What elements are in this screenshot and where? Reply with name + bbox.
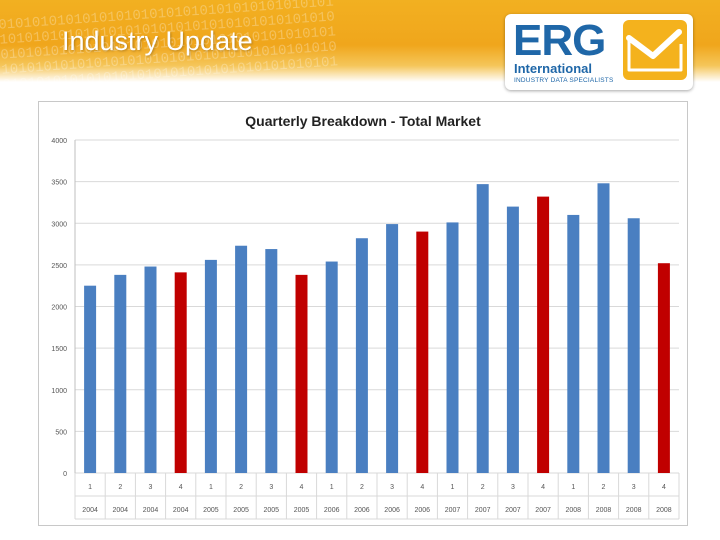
bar <box>114 274 127 473</box>
x-tick-label-year: 2004 <box>82 507 98 514</box>
x-tick-label-quarter: 1 <box>209 484 213 491</box>
bar <box>476 184 489 473</box>
erg-logo: ERG International INDUSTRY DATA SPECIALI… <box>505 14 693 90</box>
logo-wordmark: ERG <box>513 16 606 65</box>
x-tick-label-year: 2006 <box>415 507 431 514</box>
x-tick-label-quarter: 3 <box>269 484 273 491</box>
x-tick-label-quarter: 4 <box>420 484 424 491</box>
bar <box>84 285 97 473</box>
x-tick-label-year: 2008 <box>656 507 672 514</box>
bar-highlighted <box>174 272 187 473</box>
bar-chart: Quarterly Breakdown - Total Market 0 500 1… <box>51 113 680 520</box>
y-tick-label: 4000 <box>51 138 67 145</box>
y-tick-label: 500 <box>55 429 67 436</box>
bar-highlighted <box>537 196 550 474</box>
bar <box>204 259 217 473</box>
x-tick-label-quarter: 4 <box>541 484 545 491</box>
logo-tagline: INDUSTRY DATA SPECIALISTS <box>514 77 614 84</box>
x-tick-label-quarter: 2 <box>239 484 243 491</box>
x-tick-label-year: 2007 <box>535 507 551 514</box>
bar <box>265 249 278 473</box>
x-tick-label-year: 2008 <box>566 507 582 514</box>
x-tick-label-quarter: 3 <box>632 484 636 491</box>
x-tick-label-year: 2004 <box>143 507 159 514</box>
envelope-check-icon <box>623 20 687 80</box>
x-tick-label-quarter: 1 <box>571 484 575 491</box>
x-tick-label-quarter: 2 <box>481 484 485 491</box>
x-tick-label-year: 2007 <box>505 507 521 514</box>
bar <box>235 245 248 473</box>
x-tick-label-quarter: 1 <box>330 484 334 491</box>
x-tick-label-year: 2007 <box>445 507 461 514</box>
y-tick-label: 3500 <box>51 180 67 187</box>
bar-highlighted <box>416 231 429 473</box>
x-tick-label-year: 2005 <box>294 507 310 514</box>
x-tick-label-year: 2007 <box>475 507 491 514</box>
y-tick-label: 2500 <box>51 263 67 270</box>
y-tick-label: 1000 <box>51 388 67 395</box>
x-tick-label-quarter: 1 <box>451 484 455 491</box>
chart-frame: Quarterly Breakdown - Total Market 0 500 1… <box>38 101 688 526</box>
bar <box>506 206 519 473</box>
x-tick-label-year: 2005 <box>264 507 280 514</box>
x-tick-label-year: 2008 <box>626 507 642 514</box>
bar <box>597 183 610 473</box>
bar-highlighted <box>295 274 308 473</box>
logo-subtitle: International <box>514 61 593 76</box>
y-tick-label: 1500 <box>51 346 67 353</box>
x-tick-label-quarter: 1 <box>88 484 92 491</box>
bar <box>386 224 399 473</box>
x-tick-label-quarter: 3 <box>511 484 515 491</box>
x-tick-label-year: 2006 <box>354 507 370 514</box>
x-tick-label-quarter: 3 <box>390 484 394 491</box>
x-tick-label-year: 2005 <box>203 507 219 514</box>
y-tick-label: 2000 <box>51 305 67 312</box>
x-tick-label-quarter: 4 <box>300 484 304 491</box>
bar <box>627 218 640 473</box>
x-tick-label-year: 2004 <box>173 507 189 514</box>
x-tick-label-year: 2005 <box>233 507 249 514</box>
chart-title: Quarterly Breakdown - Total Market <box>245 113 481 129</box>
x-tick-label-quarter: 2 <box>602 484 606 491</box>
bar <box>446 222 459 473</box>
x-tick-label-quarter: 4 <box>179 484 183 491</box>
y-tick-label: 0 <box>63 471 67 478</box>
y-tick-label: 3000 <box>51 221 67 228</box>
bar <box>355 238 368 473</box>
bar <box>144 266 157 473</box>
bar <box>567 214 580 474</box>
x-tick-label-year: 2008 <box>596 507 612 514</box>
x-tick-label-quarter: 3 <box>149 484 153 491</box>
bar-highlighted <box>657 263 670 473</box>
x-tick-label-quarter: 2 <box>360 484 364 491</box>
x-tick-label-year: 2006 <box>324 507 340 514</box>
x-tick-label-quarter: 4 <box>662 484 666 491</box>
x-tick-label-quarter: 2 <box>118 484 122 491</box>
x-tick-label-year: 2006 <box>384 507 400 514</box>
x-tick-label-year: 2004 <box>113 507 129 514</box>
bar <box>325 261 338 473</box>
page-title: Industry Update <box>62 26 253 56</box>
